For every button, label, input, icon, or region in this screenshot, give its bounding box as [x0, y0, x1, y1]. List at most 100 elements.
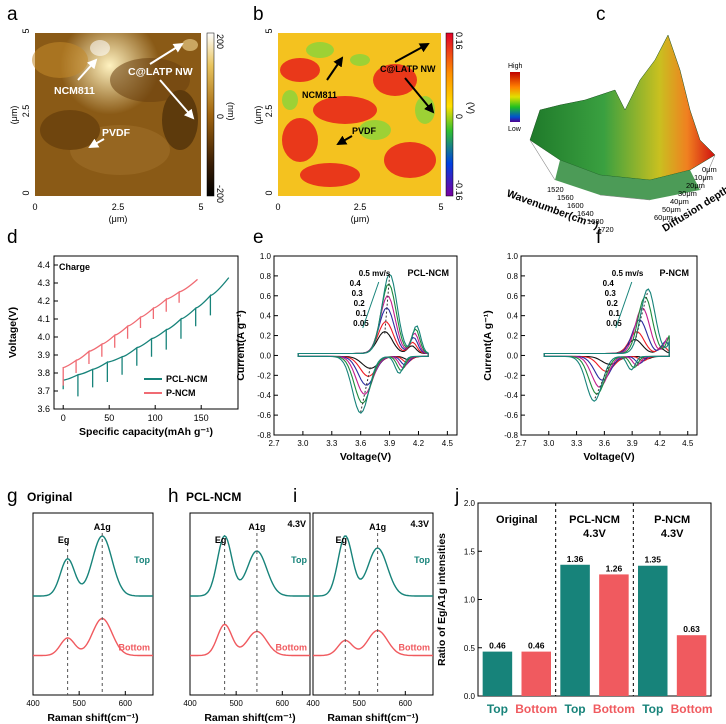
- panel-label-h: h: [168, 486, 179, 507]
- a-cbar-label: (nm): [226, 102, 236, 121]
- e-scanrate-label: 0.4: [350, 279, 362, 288]
- a-colorbar: [206, 32, 215, 197]
- f-xtick-label: 2.7: [515, 439, 527, 448]
- a-ytick-2: 5: [21, 28, 31, 33]
- f-xtick-label: 3.6: [599, 439, 611, 448]
- e-plot-frame: [273, 255, 458, 436]
- e-xtick-label: 4.5: [442, 439, 454, 448]
- e-ylabel: Current(A g⁻¹): [235, 310, 247, 380]
- c-wn-5: 1720: [597, 225, 614, 234]
- d-legend-label: PCL-NCM: [166, 374, 208, 384]
- e-xtick-label: 2.7: [268, 439, 280, 448]
- a-xtick-1: 2.5: [112, 202, 125, 212]
- label-latp-b: C@LATP NW: [380, 64, 436, 74]
- panel-g: g Original 400 500 600 Raman shift(cm⁻¹) Top Bo…: [7, 486, 154, 724]
- panel-label-j: j: [454, 486, 459, 507]
- j-category-label: Bottom: [515, 702, 557, 716]
- d-ytick-label: 3.9: [37, 350, 50, 360]
- h-spectrum-Top: [190, 534, 310, 597]
- h-plot-frame: [189, 512, 311, 696]
- h-xtick-label: 400: [183, 699, 197, 708]
- e-title: PCL-NCM: [408, 268, 450, 278]
- h-a1g-label: A1g: [248, 522, 265, 532]
- g-label-Top: Top: [134, 555, 150, 565]
- label-pvdf-b: PVDF: [352, 126, 377, 136]
- f-scan-arrow: [615, 281, 633, 329]
- c-surface: [529, 34, 716, 181]
- g-xtick-label: 500: [72, 699, 86, 708]
- f-xlabel: Voltage(V): [583, 451, 634, 463]
- j-ytick-label: 1.5: [464, 547, 476, 556]
- d-series-PCL-NCM: [62, 277, 230, 397]
- i-condition: 4.3V: [410, 519, 429, 529]
- f-ytick-label: -0.8: [504, 431, 518, 440]
- c-wn-1: 1560: [557, 193, 574, 202]
- f-ytick-label: 0.4: [507, 312, 519, 321]
- e-xtick-label: 4.2: [413, 439, 425, 448]
- b-colorbar: [445, 32, 454, 197]
- e-anodic-trend: [384, 275, 391, 334]
- i-plot-frame: [312, 512, 434, 696]
- b-ylabel: (μm): [253, 106, 263, 125]
- arrow-latp-a2: [159, 79, 195, 120]
- f-ytick-label: -0.6: [504, 411, 518, 420]
- d-xtick-label: 50: [104, 413, 114, 423]
- f-scanrate-label: 0.3: [605, 289, 617, 298]
- j-group-label: 4.3V: [583, 528, 606, 540]
- j-bar-2: [560, 564, 590, 696]
- j-group-label: 4.3V: [661, 528, 684, 540]
- f-xtick-label: 3.9: [627, 439, 639, 448]
- c-depth-0: 0μm: [702, 165, 717, 174]
- i-xtick-label: 600: [399, 699, 413, 708]
- c-legend-low: Low: [508, 126, 522, 133]
- c-wn-2: 1600: [567, 201, 584, 210]
- e-xlabel: Voltage(V): [340, 451, 391, 463]
- e-xtick-label: 3.3: [326, 439, 338, 448]
- i-xtick-label: 500: [352, 699, 366, 708]
- e-ytick-label: 0.2: [260, 332, 272, 341]
- f-ytick-label: 0.8: [507, 272, 519, 281]
- e-ytick-label: 0.0: [260, 351, 272, 360]
- c-box-edges: [529, 139, 716, 201]
- c-depth-3: 30μm: [678, 189, 697, 198]
- j-value-label: 1.35: [644, 555, 661, 565]
- j-category-label: Top: [642, 702, 663, 716]
- e-cv-0.1: [297, 321, 429, 377]
- i-spectrum-Bottom: [313, 629, 433, 657]
- d-ytick-label: 4.4: [37, 260, 50, 270]
- e-scan-arrow: [362, 281, 380, 329]
- arrow-pvdf-b: [336, 135, 353, 145]
- j-bar-4: [637, 565, 668, 696]
- c-legend-high: High: [508, 63, 523, 70]
- g-label-Bottom: Bottom: [119, 643, 151, 653]
- e-ytick-label: 0.4: [260, 312, 272, 321]
- i-xlabel: Raman shift(cm⁻¹): [327, 712, 418, 724]
- c-legend-bar: [510, 72, 520, 122]
- c-depth-1: 10μm: [694, 173, 713, 182]
- e-ytick-label: 0.6: [260, 292, 272, 301]
- c-wn-0: 1520: [547, 185, 564, 194]
- e-ytick-label: -0.4: [257, 391, 271, 400]
- b-ytick-2: 5: [264, 28, 274, 33]
- a-cbar-tick-1: 0: [215, 114, 225, 119]
- j-category-label: Bottom: [593, 702, 635, 716]
- f-scanrate-label: 0.4: [603, 279, 615, 288]
- g-xtick-label: 400: [26, 699, 40, 708]
- arrow-pvdf-a: [88, 138, 105, 148]
- e-scanrate-label: 0.2: [354, 299, 366, 308]
- h-label-Bottom: Bottom: [276, 643, 308, 653]
- label-ncm811-a: NCM811: [54, 85, 95, 97]
- c-depth-2: 20μm: [686, 181, 705, 190]
- d-ytick-label: 4.3: [37, 278, 50, 288]
- f-scanrate-label: 0.5 mv/s: [612, 269, 644, 278]
- arrow-latp-a1: [149, 42, 184, 65]
- c-wn-4: 1680: [587, 217, 604, 226]
- e-xtick-label: 3.6: [355, 439, 367, 448]
- panel-label-f: f: [596, 227, 602, 248]
- f-ytick-label: 0.6: [507, 292, 519, 301]
- panel-f: f 2.7 3.0 3.3 3.6 3.9 4.2 4.5 -0.8 -0.6 -0.4 -0.2 0.…: [482, 227, 698, 463]
- e-ytick-label: -0.8: [257, 431, 271, 440]
- b-cbar-tick-0: 0.16: [454, 32, 464, 50]
- f-title: P-NCM: [660, 268, 690, 278]
